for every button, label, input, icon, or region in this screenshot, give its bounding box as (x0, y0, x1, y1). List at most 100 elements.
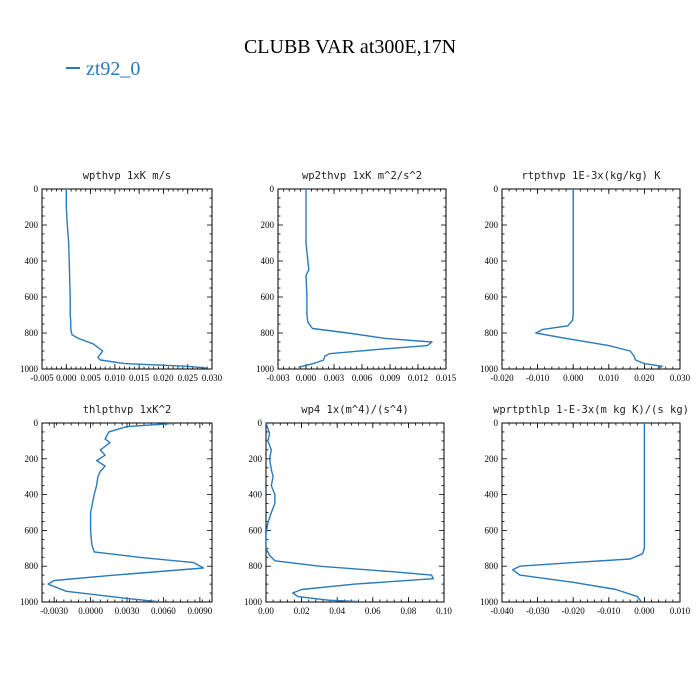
y-tick-label: 1000 (480, 364, 499, 374)
panel-2: wp2thvp 1xK m^2/s^2 0 200 400 600 800 1000-0.0… (256, 170, 457, 383)
x-tick-label: -0.020 (490, 373, 514, 383)
y-tick-label: 800 (485, 561, 499, 571)
x-tick-label: 0.020 (634, 373, 655, 383)
x-tick-label: -0.010 (597, 606, 621, 616)
panel-frame (265, 422, 445, 603)
panel-title: wp2thvp 1xK m^2/s^2 (302, 170, 422, 182)
x-tick-label: -0.0030 (40, 606, 68, 616)
x-tick-label: -0.040 (490, 606, 514, 616)
y-tick-label: 800 (25, 561, 39, 571)
x-tick-label: 0.006 (352, 373, 373, 383)
panel-6: wprtpthlp 1-E-3x(m kg K)/(s kg) 0 200 400 60… (480, 404, 691, 616)
panel-4: thlpthvp 1xK^2 0 200 400 600 800 1000-0.0030 0.… (20, 404, 213, 616)
x-tick-label: 0.009 (380, 373, 401, 383)
y-tick-label: 600 (261, 292, 275, 302)
y-tick-label: 0 (494, 418, 499, 428)
x-tick-label: 0.010 (599, 373, 620, 383)
panel-title: thlpthvp 1xK^2 (83, 404, 172, 416)
panel-3: rtpthvp 1E-3x(kg/kg) K02004006008001000-… (480, 170, 691, 383)
x-tick-label: 0.0090 (187, 606, 212, 616)
y-tick-label: 400 (485, 490, 499, 500)
y-tick-label: 0 (34, 418, 39, 428)
y-tick-label: 600 (25, 292, 39, 302)
x-tick-label: 0.10 (436, 606, 452, 616)
y-tick-label: 400 (261, 256, 275, 266)
x-tick-label: 0.003 (324, 373, 345, 383)
y-tick-label: 200 (485, 454, 499, 464)
y-tick-label: 600 (485, 525, 499, 535)
y-tick-label: 0 (34, 184, 39, 194)
y-tick-label: 800 (249, 561, 263, 571)
y-tick-label: 1000 (20, 364, 39, 374)
series-line-zt92_0 (512, 423, 646, 602)
y-tick-label: 400 (485, 256, 499, 266)
x-tick-label: 0.00 (258, 606, 274, 616)
x-tick-label: 0.08 (401, 606, 417, 616)
y-tick-label: 0 (270, 184, 275, 194)
panel-title: wprtpthlp 1-E-3x(m kg K)/(s kg) (493, 404, 689, 416)
x-tick-label: -0.020 (562, 606, 586, 616)
y-tick-label: 200 (485, 220, 499, 230)
y-tick-label: 600 (25, 525, 39, 535)
x-tick-label: 0.0060 (151, 606, 176, 616)
x-tick-label: -0.005 (30, 373, 54, 383)
y-tick-label: 400 (25, 256, 39, 266)
y-tick-label: 600 (485, 292, 499, 302)
panel-frame (501, 188, 681, 370)
panel-title: wpthvp 1xK m/s (83, 170, 172, 182)
y-tick-label: 800 (485, 328, 499, 338)
y-tick-label: 800 (261, 328, 275, 338)
panel-frame (41, 188, 213, 370)
x-tick-label: 0.005 (80, 373, 101, 383)
series-line-zt92_0 (65, 189, 208, 369)
x-tick-label: 0.06 (365, 606, 381, 616)
y-tick-label: 1000 (256, 364, 275, 374)
panel-title: rtpthvp 1E-3x(kg/kg) K (521, 170, 661, 182)
x-tick-label: 0.02 (294, 606, 310, 616)
x-tick-label: 0.0000 (78, 606, 103, 616)
page-title: CLUBB VAR at300E,17N (243, 36, 457, 58)
panel-frame (277, 188, 447, 370)
y-tick-label: 0 (258, 418, 263, 428)
x-tick-label: 0.010 (105, 373, 126, 383)
x-tick-label: 0.010 (670, 606, 691, 616)
panel-title: wp4 1x(m^4)/(s^4) (301, 404, 408, 416)
series-line-zt92_0 (266, 423, 434, 602)
legend-line-swatch (66, 67, 80, 70)
x-tick-label: 0.000 (634, 606, 655, 616)
y-tick-label: 200 (249, 454, 263, 464)
x-tick-label: 0.000 (56, 373, 77, 383)
series-line-zt92_0 (47, 423, 205, 602)
y-tick-label: 200 (261, 220, 275, 230)
x-tick-label: 0.000 (563, 373, 584, 383)
x-tick-label: -0.010 (526, 373, 550, 383)
x-tick-label: 0.025 (178, 373, 199, 383)
y-tick-label: 400 (25, 490, 39, 500)
y-tick-label: 600 (249, 525, 263, 535)
x-tick-label: 0.012 (408, 373, 428, 383)
series-line-zt92_0 (298, 189, 433, 368)
legend: zt92_0 (66, 58, 140, 81)
x-tick-label: -0.003 (266, 373, 290, 383)
x-tick-label: -0.030 (526, 606, 550, 616)
x-tick-label: 0.030 (202, 373, 223, 383)
y-tick-label: 800 (25, 328, 39, 338)
panel-frame (41, 422, 213, 603)
y-tick-label: 0 (494, 184, 499, 194)
y-tick-label: 400 (249, 490, 263, 500)
y-tick-label: 1000 (20, 597, 39, 607)
x-tick-label: 0.000 (296, 373, 317, 383)
y-tick-label: 200 (25, 220, 39, 230)
y-tick-label: 200 (25, 454, 39, 464)
y-tick-label: 1000 (244, 597, 263, 607)
legend-entry-label: zt92_0 (86, 58, 141, 80)
x-tick-label: 0.015 (436, 373, 457, 383)
x-tick-label: 0.030 (670, 373, 691, 383)
x-tick-label: 0.020 (153, 373, 174, 383)
x-tick-label: 0.015 (129, 373, 150, 383)
x-tick-label: 0.0030 (115, 606, 140, 616)
y-tick-label: 1000 (480, 597, 499, 607)
